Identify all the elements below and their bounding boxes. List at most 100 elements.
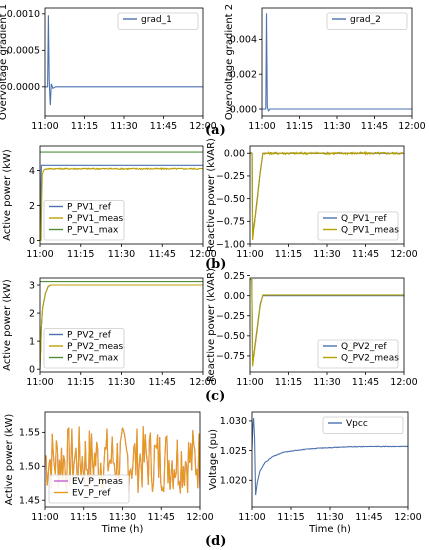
x-tick-label: 11:30	[313, 249, 340, 260]
x-tick-label: 11:15	[277, 512, 304, 523]
y-tick-label: 1	[29, 336, 35, 347]
x-tick-label: 12:00	[398, 121, 425, 132]
y-tick-label: 0	[29, 364, 35, 375]
y-tick-label: 3	[29, 280, 35, 291]
panel-label-a: (a)	[205, 123, 226, 138]
y-tick-label: −0.50	[216, 331, 245, 342]
y-tick-label: −0.50	[216, 194, 245, 205]
y-axis-label: Active power (kW)	[4, 414, 15, 506]
series-line-Vpcc	[252, 418, 408, 496]
series-group	[250, 150, 404, 241]
y-tick-label: 1.025	[220, 446, 247, 457]
legend-box	[43, 328, 125, 369]
series-line-Q_PV1_meas	[250, 150, 404, 241]
series-line-P_PV1_ref	[40, 164, 203, 241]
series-group	[262, 13, 412, 112]
chart-a_right: 11:00 11:15 11:30 11:45 12:00 0.000 0.002 0.004…	[224, 4, 426, 132]
y-tick-label: 0.25	[224, 271, 245, 282]
series-group	[40, 151, 203, 242]
legend-label: Q_PV2_ref	[341, 342, 387, 352]
x-tick-label: 11:00	[26, 377, 53, 388]
chart-a_left: 11:00 11:15 11:30 11:45 12:00 0.0000 0.0005 0.0…	[0, 4, 217, 132]
y-tick-label: 0.00	[224, 291, 245, 302]
series-group	[250, 279, 404, 367]
legend-label: Q_PV2_meas	[341, 354, 399, 364]
x-tick-label: 11:30	[108, 249, 135, 260]
panel-label-c: (c)	[205, 389, 226, 404]
x-tick-label: 11:00	[31, 512, 58, 523]
x-tick-label: 12:00	[189, 121, 216, 132]
legend-label: P_PV1_meas	[67, 214, 124, 224]
legend-label: P_PV1_ref	[67, 203, 112, 213]
chart-b_left: 11:00 11:15 11:30 11:45 12:00 0 2 4 Active power…	[2, 145, 217, 260]
legend: EV_P_meas EV_P_ref	[48, 474, 130, 504]
series-line-Q_PV2_meas	[250, 279, 404, 367]
series-line-grad_1	[45, 15, 203, 106]
legend-label: P_PV2_max	[67, 354, 119, 364]
series-line-grad_2	[262, 13, 412, 112]
legend: grad_2	[326, 12, 408, 30]
y-tick-label: −0.75	[216, 217, 245, 228]
legend-box	[317, 211, 399, 241]
y-axis-label: Reactive power (kVAR)	[206, 138, 217, 252]
y-tick-label: −0.25	[216, 311, 245, 322]
y-axis-label: Active power (kW)	[2, 149, 13, 241]
y-tick-label: 2	[29, 308, 35, 319]
legend-box	[117, 12, 199, 30]
legend-box	[317, 339, 399, 369]
y-tick-label: 0.004	[230, 35, 257, 46]
legend-label: EV_P_meas	[72, 477, 123, 487]
x-axis-label: Time (h)	[308, 524, 351, 535]
x-tick-label: 12:00	[186, 512, 213, 523]
y-tick-label: 0.00	[224, 149, 245, 160]
y-tick-label: 1.030	[220, 416, 247, 427]
series-group	[252, 418, 408, 496]
y-axis-label: Overvoltage gradient 2	[224, 4, 235, 120]
x-tick-label: 11:45	[150, 121, 177, 132]
y-tick-label: 2	[29, 201, 35, 212]
panel-label-b: (b)	[205, 257, 227, 272]
x-axis-label: Time (h)	[101, 524, 144, 535]
legend-label: Q_PV1_meas	[341, 226, 399, 236]
series-line-EV_P_ref	[45, 426, 200, 494]
x-tick-label: 11:45	[149, 249, 176, 260]
y-tick-label: 0.0005	[7, 46, 40, 57]
x-tick-label: 11:30	[108, 377, 135, 388]
y-tick-label: 0.000	[230, 104, 257, 115]
legend-box	[322, 416, 404, 434]
x-tick-label: 11:45	[148, 512, 175, 523]
x-tick-label: 11:30	[316, 512, 343, 523]
x-tick-label: 12:00	[390, 249, 417, 260]
chart-c_left: 11:00 11:15 11:30 11:45 12:00 0 1 2 3 Active powe…	[2, 277, 217, 388]
x-tick-label: 12:00	[189, 377, 216, 388]
y-axis-label: Reactive power (kVAR)	[206, 268, 217, 382]
chart-d_right: 11:00 11:15 11:30 11:45 12:00 1.020 1.025 1.030…	[208, 411, 422, 535]
panel-label-d: (d)	[205, 534, 227, 549]
y-axis-label: Active power (kW)	[2, 279, 13, 371]
legend-label: Q_PV1_ref	[341, 214, 387, 224]
x-tick-label: 11:15	[67, 249, 94, 260]
y-tick-label: 1.55	[19, 428, 40, 439]
x-tick-label: 11:30	[313, 377, 340, 388]
legend-label: P_PV2_ref	[67, 331, 112, 341]
y-tick-label: 4	[29, 166, 35, 177]
y-tick-label: 0.0000	[7, 82, 40, 93]
x-tick-label: 11:15	[286, 121, 313, 132]
legend-box	[43, 200, 125, 241]
y-axis-label: Voltage (pu)	[208, 429, 219, 490]
x-tick-label: 12:00	[394, 512, 421, 523]
x-tick-label: 11:45	[352, 249, 379, 260]
y-tick-label: 1.45	[19, 496, 40, 507]
x-tick-label: 11:00	[236, 249, 263, 260]
x-tick-label: 12:00	[390, 377, 417, 388]
x-tick-label: 11:15	[275, 377, 302, 388]
chart-d_left: 11:00 11:15 11:30 11:45 12:00 1.45 1.50 1.55 Act…	[4, 411, 214, 535]
chart-b_right: 11:00 11:15 11:30 11:45 12:00 0.00 −0.25 −0.50 −…	[206, 138, 418, 260]
x-tick-label: 11:45	[149, 377, 176, 388]
y-tick-label: −0.75	[216, 351, 245, 362]
legend: Q_PV1_ref Q_PV1_meas	[317, 211, 399, 241]
legend-label: P_PV1_max	[67, 226, 119, 236]
